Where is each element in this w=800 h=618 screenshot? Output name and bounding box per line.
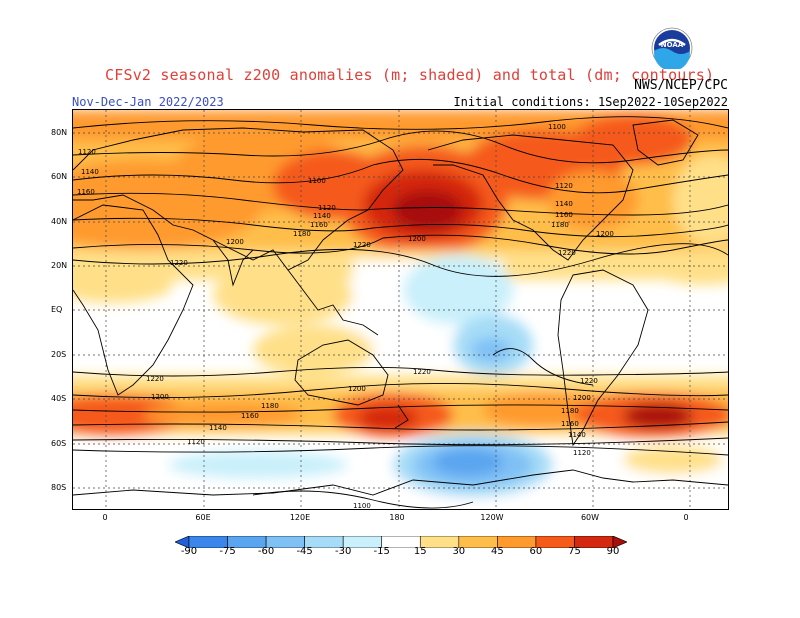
lon-label-120e: 120E <box>289 513 311 522</box>
contour-label-1120-d: 1120 <box>187 438 205 446</box>
contour-label-1140-b: 1140 <box>313 212 331 220</box>
map-panel: 1100 1120 1140 1160 1100 1120 1140 1160 … <box>72 109 729 510</box>
contour-label-1120: 1120 <box>78 148 96 156</box>
coastlines <box>73 119 728 496</box>
contour-label-1180-e: 1180 <box>561 407 579 415</box>
agency-label: NWS/NCEP/CPC <box>634 78 728 93</box>
colorbar-label: -45 <box>296 546 313 557</box>
contour-label-1200-e: 1200 <box>151 393 169 401</box>
coastline-greenland <box>632 119 699 166</box>
colorbar-label: 90 <box>606 546 620 557</box>
map-svg: 1100 1120 1140 1160 1100 1120 1140 1160 … <box>73 110 728 509</box>
coastline-antarctica <box>73 469 728 496</box>
colorbar-label: -30 <box>335 546 352 557</box>
contour-label-1140-e: 1140 <box>568 431 586 439</box>
logo-text: NOAA <box>661 41 684 49</box>
forecast-period: Nov-Dec-Jan 2022/2023 <box>72 95 224 109</box>
lat-label-20n: 20N <box>51 261 68 270</box>
lon-label-0-east: 0 <box>683 513 689 522</box>
lat-label-20s: 20S <box>51 350 67 359</box>
contour-label-1200-c: 1200 <box>596 230 614 238</box>
contour-label-1160-b: 1160 <box>310 221 328 229</box>
map-title: CFSv2 seasonal z200 anomalies (m; shaded… <box>105 66 715 84</box>
contour-label-1220-f: 1220 <box>580 377 598 385</box>
contour-label-1160-d: 1160 <box>241 412 259 420</box>
contour-label-1100: 1100 <box>548 123 566 131</box>
coastline-india <box>212 239 254 287</box>
coastline-north-america <box>427 134 634 261</box>
contour-label-1200-f: 1200 <box>573 394 591 402</box>
contour-label-1120-c: 1120 <box>555 182 573 190</box>
coastline-se-asia <box>287 269 379 336</box>
contour-label-1220-b: 1220 <box>170 259 188 267</box>
contour-label-1160: 1160 <box>77 188 95 196</box>
contour-label-1160-e: 1160 <box>561 420 579 428</box>
lon-label-180: 180 <box>389 513 405 522</box>
contour-labels: 1100 1120 1140 1160 1100 1120 1140 1160 … <box>77 123 614 509</box>
contour-label-1140: 1140 <box>81 168 99 176</box>
contour-label-1200: 1200 <box>226 238 244 246</box>
contour-label-1100-c: 1100 <box>353 502 371 509</box>
colorbar-label: -60 <box>257 546 275 557</box>
contour-label-1180: 1180 <box>293 230 311 238</box>
lat-label-80s: 80S <box>51 483 67 492</box>
contour-label-1220-c: 1220 <box>558 249 576 257</box>
lat-label-40s: 40S <box>51 394 67 403</box>
contour-label-1200-d: 1200 <box>348 385 366 393</box>
lon-label-0: 0 <box>102 513 108 522</box>
lat-label-eq: EQ <box>51 305 63 314</box>
colorbar-label: 15 <box>413 546 427 557</box>
contour-label-1220: 1220 <box>353 241 371 249</box>
height-contours <box>73 116 728 509</box>
coastline-new-zealand <box>394 404 409 429</box>
noaa-logo: NOAA <box>651 27 693 69</box>
colorbar-label: -90 <box>180 546 198 557</box>
colorbar-arrow-high <box>612 536 627 548</box>
colorbar-label: 60 <box>529 546 543 557</box>
initial-conditions: Initial conditions: 1Sep2022-10Sep2022 <box>453 95 728 109</box>
colorbar-label: 45 <box>490 546 504 557</box>
contour-label-1120-b: 1120 <box>318 204 336 212</box>
contour-label-1160-c: 1160 <box>555 211 573 219</box>
lon-label-120w: 120W <box>480 513 504 522</box>
coastline-south-america <box>557 269 649 447</box>
contour-label-1220-e: 1220 <box>413 368 431 376</box>
lat-label-80n: 80N <box>51 128 68 137</box>
lat-label-60n: 60N <box>51 172 68 181</box>
contour-label-1120-e: 1120 <box>573 449 591 457</box>
lon-label-60e: 60E <box>195 513 211 522</box>
contour-label-1200-b: 1200 <box>408 235 426 243</box>
lat-label-60s: 60S <box>51 439 67 448</box>
coastline-eurasia <box>73 127 404 271</box>
contour-label-1140-c: 1140 <box>555 200 573 208</box>
contour-label-1140-d: 1140 <box>209 424 227 432</box>
contour-label-1220-d: 1220 <box>146 375 164 383</box>
lat-label-40n: 40N <box>51 217 68 226</box>
lon-label-60w: 60W <box>580 513 600 522</box>
graticule <box>73 110 728 509</box>
coastline-australia <box>294 339 389 406</box>
colorbar <box>175 536 627 548</box>
colorbar-label: -15 <box>373 546 390 557</box>
colorbar-label: -75 <box>219 546 236 557</box>
colorbar-label: 30 <box>452 546 466 557</box>
contour-label-1180-c: 1180 <box>551 221 569 229</box>
contour-label-1100-b: 1100 <box>308 177 326 185</box>
contour-label-1180-d: 1180 <box>261 402 279 410</box>
colorbar-label: 75 <box>568 546 581 557</box>
